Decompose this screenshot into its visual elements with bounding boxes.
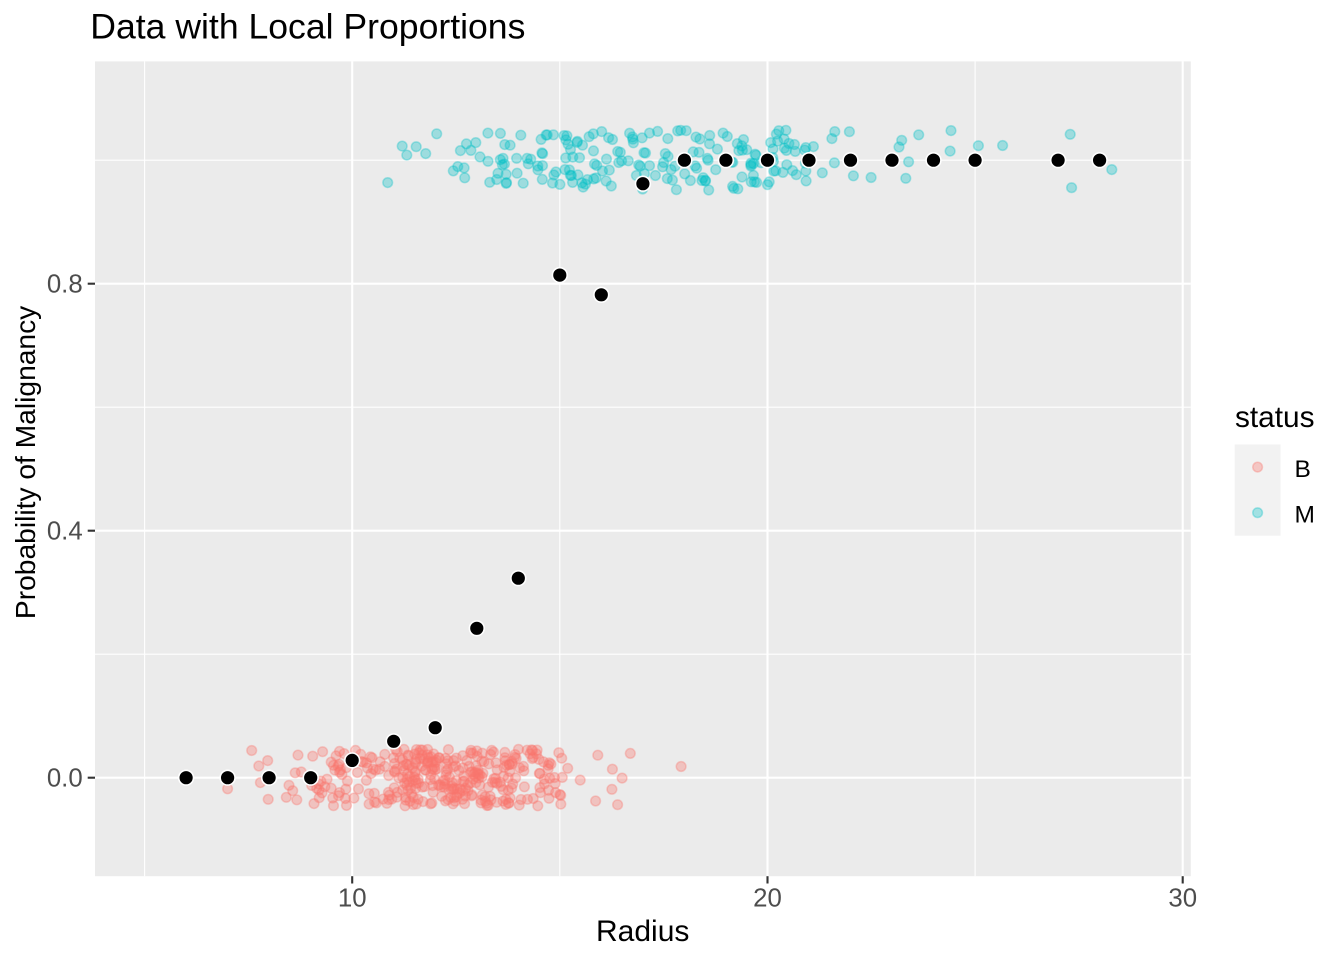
svg-text:0.4: 0.4 (47, 518, 83, 546)
svg-text:0.8: 0.8 (47, 271, 83, 299)
svg-text:10: 10 (338, 884, 367, 912)
svg-text:status: status (1235, 401, 1315, 434)
svg-text:0.0: 0.0 (47, 765, 83, 793)
svg-text:Probability of Malignancy: Probability of Malignancy (9, 305, 41, 619)
svg-text:B: B (1295, 456, 1311, 483)
svg-text:20: 20 (753, 884, 782, 912)
svg-text:Data with Local Proportions: Data with Local Proportions (90, 7, 525, 47)
svg-text:30: 30 (1168, 884, 1197, 912)
svg-text:M: M (1295, 501, 1315, 528)
svg-text:Radius: Radius (596, 915, 689, 948)
